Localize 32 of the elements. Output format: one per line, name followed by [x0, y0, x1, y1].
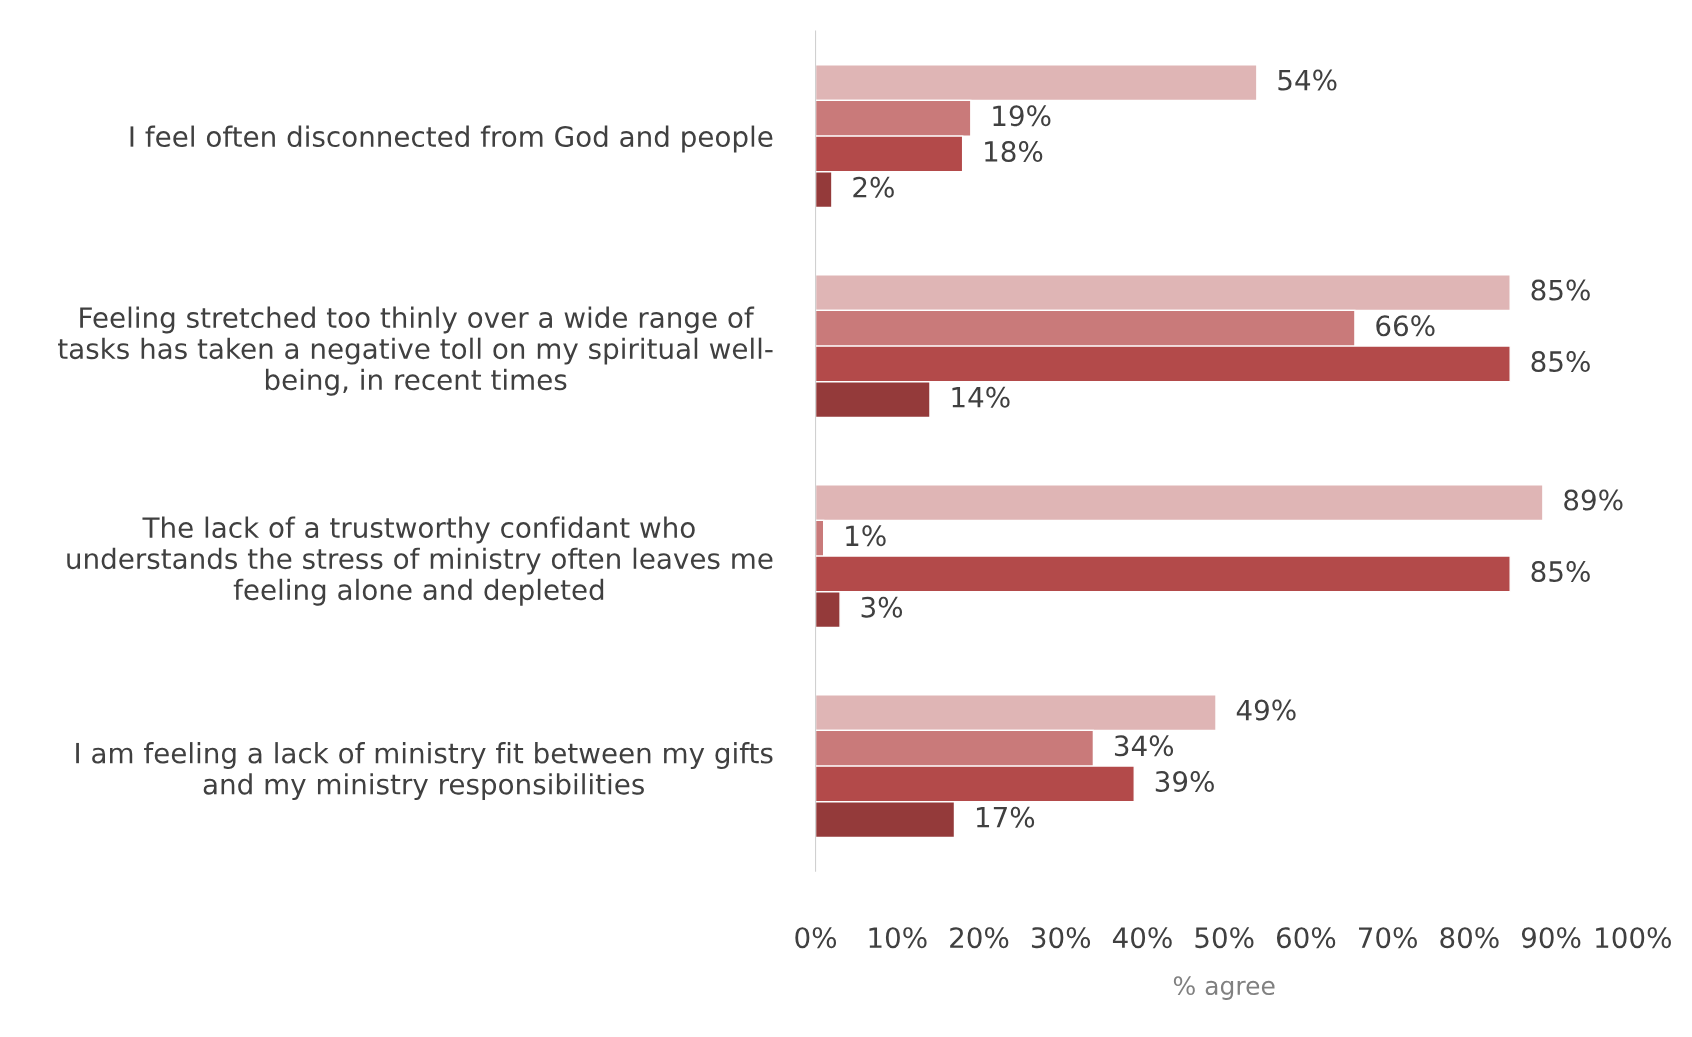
y-tick-label: I feel often disconnected from God and people — [130, 125, 773, 153]
x-tick-label: 40% — [1112, 927, 1172, 949]
data-label: 85% — [1531, 351, 1590, 373]
data-label: 85% — [1531, 560, 1590, 582]
data-label: 2% — [853, 176, 894, 198]
data-label: 85% — [1531, 279, 1590, 301]
y-tick-label: The lack of a trustworthy confidant who understands the stress of ministry often leaves me feeling alone and depleted — [67, 516, 773, 606]
x-tick-label: 80% — [1440, 927, 1499, 949]
data-label: 19% — [993, 105, 1051, 127]
data-label: 39% — [1155, 770, 1214, 792]
data-label: 49% — [1236, 699, 1296, 721]
data-label: 54% — [1278, 69, 1337, 91]
y-tick-label: Feeling stretched too thinly over a wide range of tasks has taken a negative toll on my spiritual well- being, in recent times — [58, 306, 773, 396]
x-tick-label: 0% — [795, 927, 837, 949]
x-tick-label: 100% — [1596, 927, 1671, 949]
data-label: 89% — [1564, 489, 1623, 511]
data-label: 17% — [976, 806, 1035, 828]
data-label: 3% — [861, 596, 903, 618]
data-label: 14% — [952, 386, 1010, 408]
data-label: 1% — [846, 525, 886, 547]
x-tick-label: 60% — [1276, 927, 1336, 949]
data-label: 18% — [985, 141, 1043, 163]
x-tick-label: 10% — [869, 927, 927, 949]
x-tick-label: 90% — [1521, 927, 1581, 949]
data-label: 34% — [1114, 735, 1174, 757]
y-tick-label: I am feeling a lack of ministry fit between my gifts and my ministry responsibilities — [76, 742, 773, 801]
x-axis-title: % agree — [1173, 976, 1275, 1000]
data-label: 66% — [1376, 315, 1435, 337]
x-tick-label: 50% — [1195, 927, 1254, 949]
x-tick-label: 30% — [1031, 927, 1091, 949]
x-tick-label: 20% — [950, 927, 1009, 949]
x-tick-label: 70% — [1359, 927, 1417, 949]
